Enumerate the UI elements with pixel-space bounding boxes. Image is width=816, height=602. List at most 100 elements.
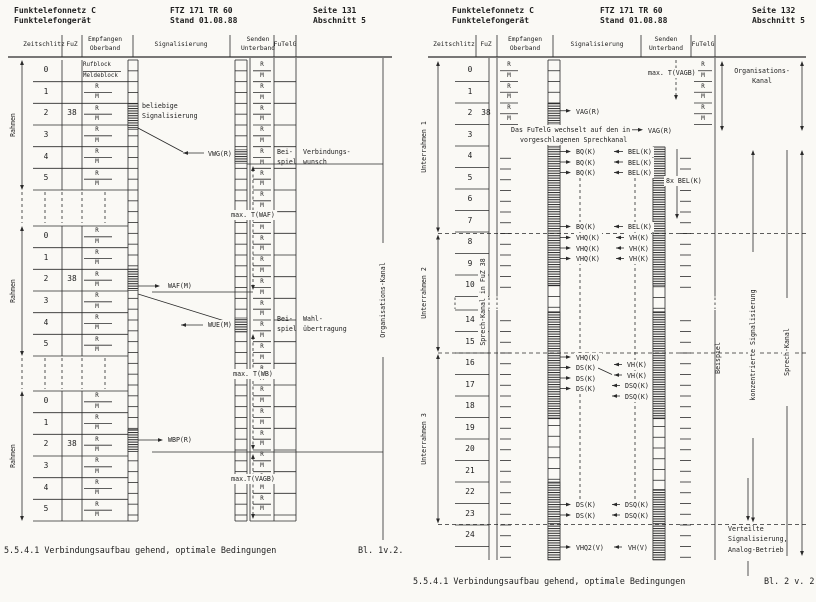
timeslot-number: 16 (465, 358, 475, 367)
label-vh-1: VH(K) (627, 233, 651, 244)
rm-letter: R (95, 479, 99, 486)
label-bq-2: BQ(K) (574, 157, 598, 168)
rm-letter: M (701, 72, 705, 79)
rm-letter: M (260, 398, 264, 405)
section-number: Abschnitt 5 (752, 16, 805, 25)
slot-number: 1 (43, 252, 49, 262)
label-wbp: WBP(R) (166, 435, 194, 445)
rm-letter: M (95, 282, 99, 289)
label-vh-5: VH(K) (625, 370, 649, 381)
label-verbindungswunsch: Verbindungs- wunsch (303, 147, 351, 166)
slot-number: 3 (43, 296, 49, 305)
fuz-value: 38 (481, 108, 491, 117)
rm-letter: M (95, 447, 99, 454)
rm-letter: R (95, 501, 99, 508)
rm-letter: R (260, 278, 264, 285)
doc-ref: FTZ 171 TR 60 (170, 6, 233, 15)
slot-number: 3 (43, 461, 49, 470)
label-vag-1: VAG(R) (574, 106, 602, 117)
timeslot-number: 2 (467, 108, 473, 117)
label-vh-2: VH(K) (627, 243, 651, 254)
rm-letter: M (95, 238, 99, 245)
rm-letter: M (95, 303, 99, 310)
timeslot-number: 22 (465, 487, 475, 496)
label-bel-1: BEL(K) (626, 147, 654, 158)
label-meldeblock: Meldeblock (83, 72, 118, 79)
slot-number: 2 (43, 274, 49, 284)
column-header-futelg: FuTelG (691, 41, 715, 48)
slot-number: 4 (43, 482, 49, 492)
label-verteilte-1: Verteilte (728, 524, 764, 533)
label-vwg: VWG(R) (206, 148, 234, 159)
rm-letter: M (95, 159, 99, 166)
rm-letter: R (260, 452, 264, 459)
label-wue: WUE(M) (206, 320, 234, 330)
label-bel-3: BEL(K) (626, 168, 654, 179)
label-waf: WAF(M) (166, 281, 194, 291)
label-beliebige-signalisierung: beliebige Signalisierung (142, 102, 198, 120)
rm-letter: M (260, 506, 264, 513)
doc-title-line1: Funktelefonnetz C (452, 6, 534, 15)
rm-letter: M (260, 116, 264, 123)
rm-letter: M (260, 94, 264, 101)
timeslot-number: 8 (467, 237, 473, 246)
rm-letter: R (701, 83, 705, 90)
label-dsq-2: DSQ(K) (623, 391, 651, 402)
measure-max-tvagb: max.T(VAGB) (229, 474, 277, 484)
label-unterrahmen-3: Unterrahmen 3 (420, 412, 428, 465)
doc-title-line2: Funktelefongerät (14, 16, 92, 25)
label-bq-3: BQ(K) (574, 168, 598, 179)
slot-number: 4 (43, 317, 49, 327)
column-header-fuz: FuZ (480, 41, 492, 48)
label-ds-1: DS(K) (574, 363, 598, 374)
timeslot-number: 6 (467, 194, 473, 203)
sheet-page-132: Funktelefonnetz C Funktelefongerät FTZ 1… (408, 0, 816, 602)
slot-number: 0 (43, 231, 49, 240)
slot-number: 0 (43, 65, 49, 74)
label-sprechkanal-fuz: Sprech-Kanal in FuZ 38 (478, 256, 488, 348)
rm-letter: M (701, 94, 705, 101)
rm-letter: M (260, 441, 264, 448)
rm-letter: M (95, 325, 99, 332)
label-konzentrierte-signalisierung: konzentrierte Signalisierung (748, 287, 758, 403)
section-number: Abschnitt 5 (313, 16, 366, 25)
column-header-empfangen2: Oberband (89, 45, 121, 52)
rm-letter: R (260, 170, 264, 177)
rm-letter: R (260, 257, 264, 264)
rm-letter: R (95, 436, 99, 443)
column-header-empfangen2: Oberband (509, 45, 541, 52)
rm-letter: M (260, 159, 264, 166)
rm-letter: R (260, 495, 264, 502)
doc-title-line1: Funktelefonnetz C (14, 6, 96, 15)
rm-letter: R (260, 192, 264, 199)
figure-caption: 5.5.4.1 Verbindungsaufbau gehend, optima… (4, 545, 277, 555)
column-header-futelg: FuTelG (273, 41, 297, 48)
label-dsq-4: DSQ(K) (623, 510, 651, 521)
rm-letter: M (701, 115, 705, 122)
rm-letter: R (95, 148, 99, 155)
rm-letter: R (260, 366, 264, 372)
column-header-senden2: Unterband (648, 45, 684, 52)
rm-letter: R (95, 414, 99, 421)
rm-letter: R (95, 170, 99, 177)
column-header-senden1: Senden (246, 36, 270, 43)
fuz-value: 38 (67, 439, 77, 449)
label-organisations-kanal: Organisations-Kanal (378, 260, 388, 340)
frame-label: Rahmen (9, 113, 17, 137)
doc-date: Stand 01.08.88 (170, 16, 238, 25)
column-header-empfangen1: Empfangen (507, 36, 543, 43)
rm-letter: R (260, 62, 264, 69)
rm-letter: M (260, 484, 264, 491)
label-bq-4: BQ(K) (574, 222, 598, 233)
fuz-value: 38 (67, 108, 77, 118)
label-beispiel-2: Bei- spiel (277, 314, 297, 333)
rm-letter: R (507, 83, 511, 90)
rm-letter: M (95, 468, 99, 475)
rm-letter: M (507, 72, 511, 79)
timeslot-number: 24 (465, 530, 475, 539)
timeslot-number: 20 (465, 444, 475, 453)
timeslot-number: 21 (465, 465, 475, 475)
rm-letter: M (260, 73, 264, 80)
doc-date: Stand 01.08.88 (600, 16, 668, 25)
rm-letter: M (260, 138, 264, 145)
